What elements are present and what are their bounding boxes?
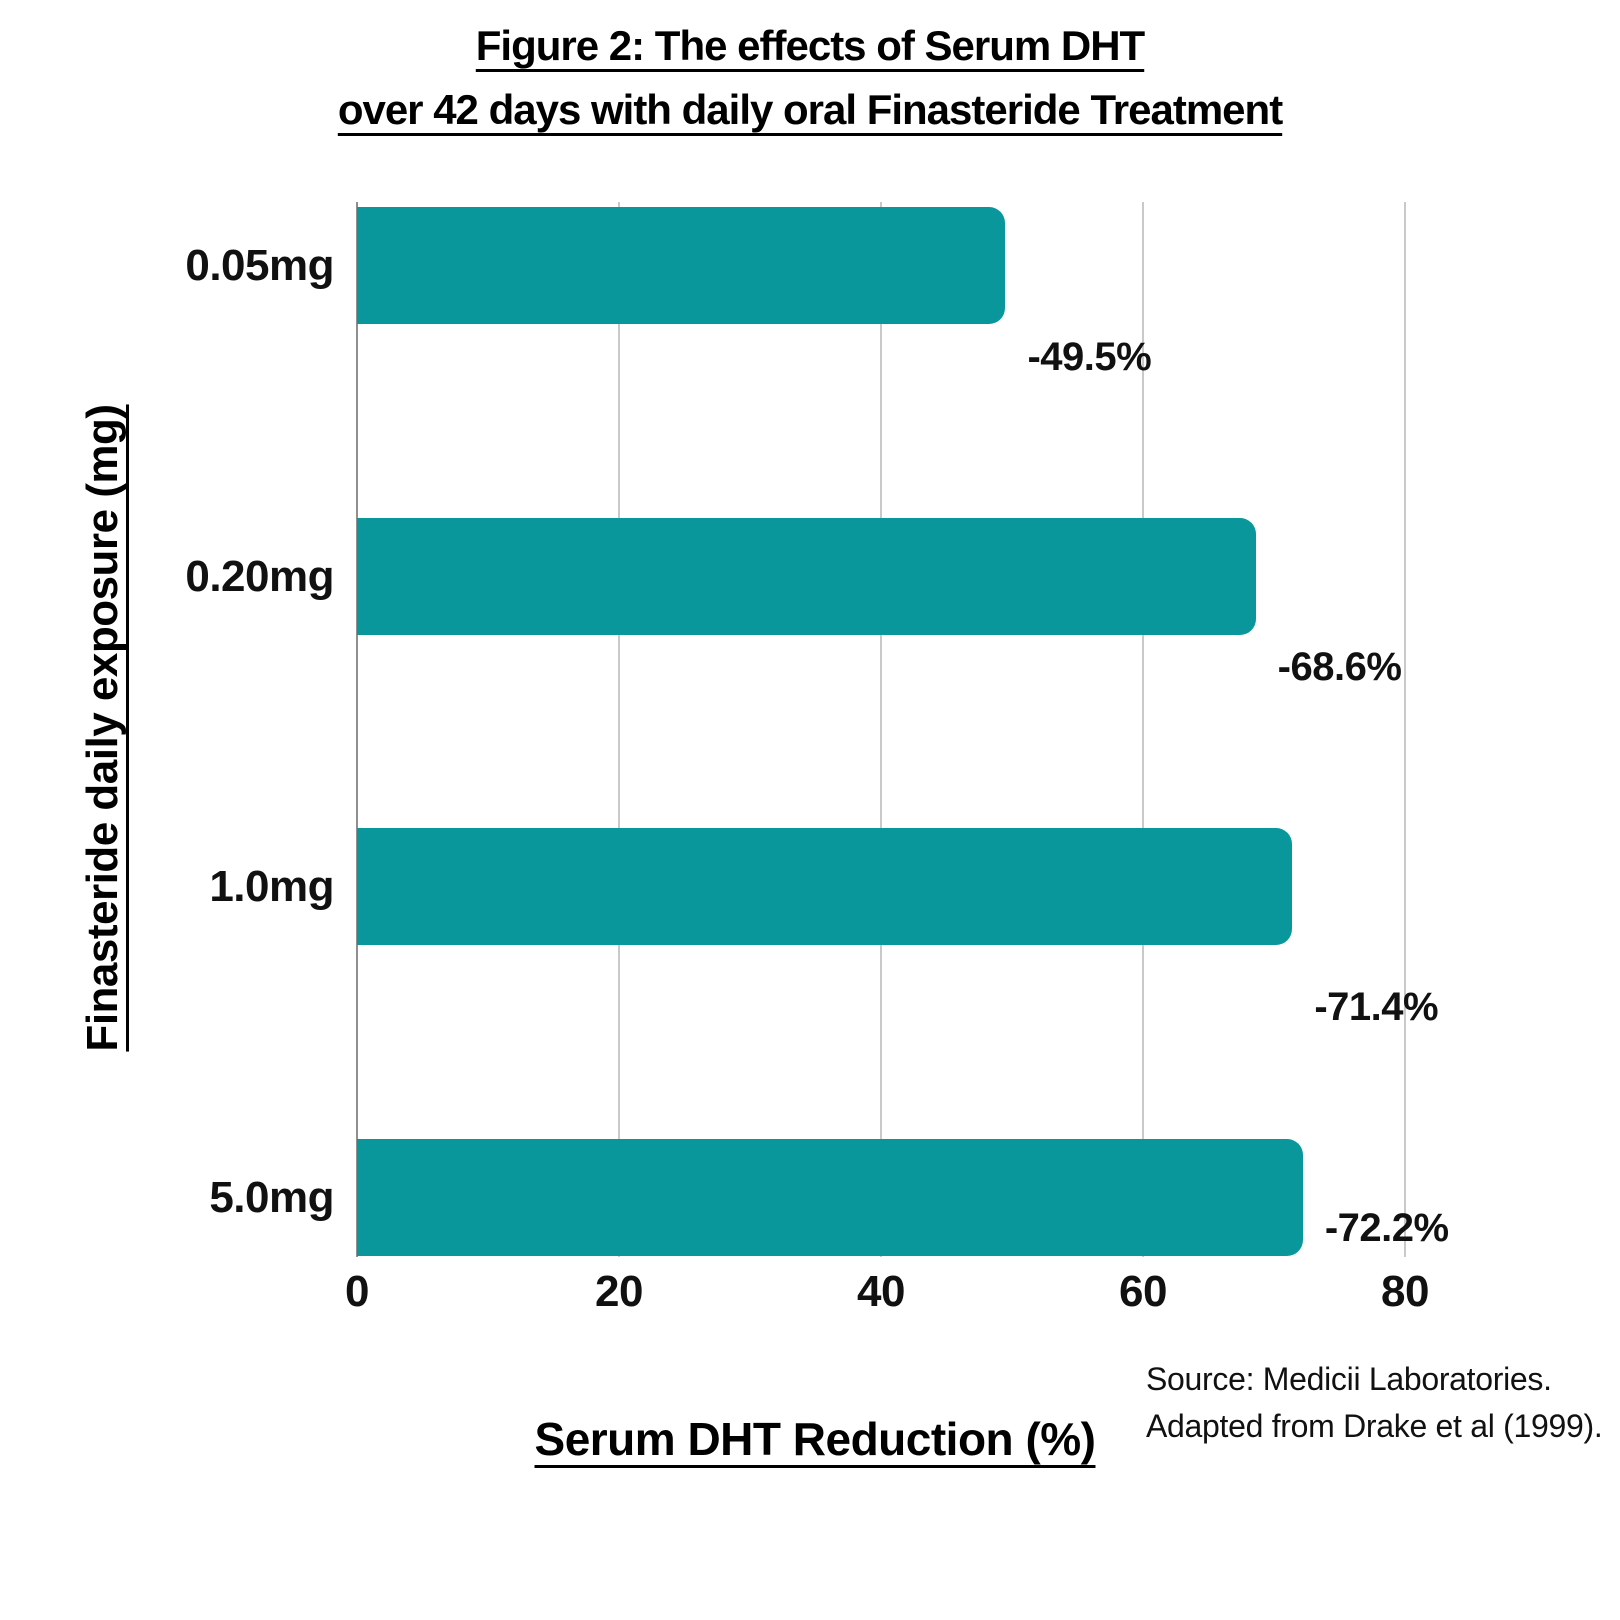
x-tick-20: 20 <box>595 1267 643 1316</box>
figure-title-line-1: Figure 2: The effects of Serum DHT <box>475 22 1145 69</box>
source-line-1: Source: Medicii Laboratories. <box>1146 1361 1552 1397</box>
x-tick-80: 80 <box>1381 1267 1429 1316</box>
figure-title: Figure 2: The effects of Serum DHT over … <box>0 14 1620 142</box>
value-label-1.0mg: -71.4% <box>1314 985 1439 1029</box>
gridline-80 <box>1404 202 1406 1257</box>
x-axis-title: Serum DHT Reduction (%) <box>534 1413 1096 1465</box>
source-note: Source: Medicii Laboratories. Adapted fr… <box>1146 1356 1606 1450</box>
category-label-0.20mg: 0.20mg <box>185 551 334 601</box>
gridline-20 <box>618 202 620 1257</box>
x-tick-60: 60 <box>1119 1267 1167 1316</box>
source-line-2: Adapted from Drake et al (1999). <box>1146 1408 1603 1444</box>
category-label-1.0mg: 1.0mg <box>209 861 334 911</box>
category-label-0.05mg: 0.05mg <box>185 240 334 290</box>
gridline-60 <box>1142 202 1144 1257</box>
bar-0.20mg <box>357 518 1256 635</box>
gridline-40 <box>880 202 882 1257</box>
bar-1.0mg <box>357 828 1293 945</box>
category-label-5.0mg: 5.0mg <box>209 1172 334 1222</box>
value-label-0.20mg: -68.6% <box>1277 645 1402 689</box>
gridline-0 <box>356 202 358 1257</box>
value-label-0.05mg: -49.5% <box>1027 335 1152 379</box>
x-tick-40: 40 <box>857 1267 905 1316</box>
figure-title-line-2: over 42 days with daily oral Finasteride… <box>337 86 1283 133</box>
x-tick-0: 0 <box>345 1267 369 1316</box>
value-label-5.0mg: -72.2% <box>1324 1206 1449 1250</box>
bar-5.0mg <box>357 1139 1303 1256</box>
bar-0.05mg <box>357 207 1006 324</box>
